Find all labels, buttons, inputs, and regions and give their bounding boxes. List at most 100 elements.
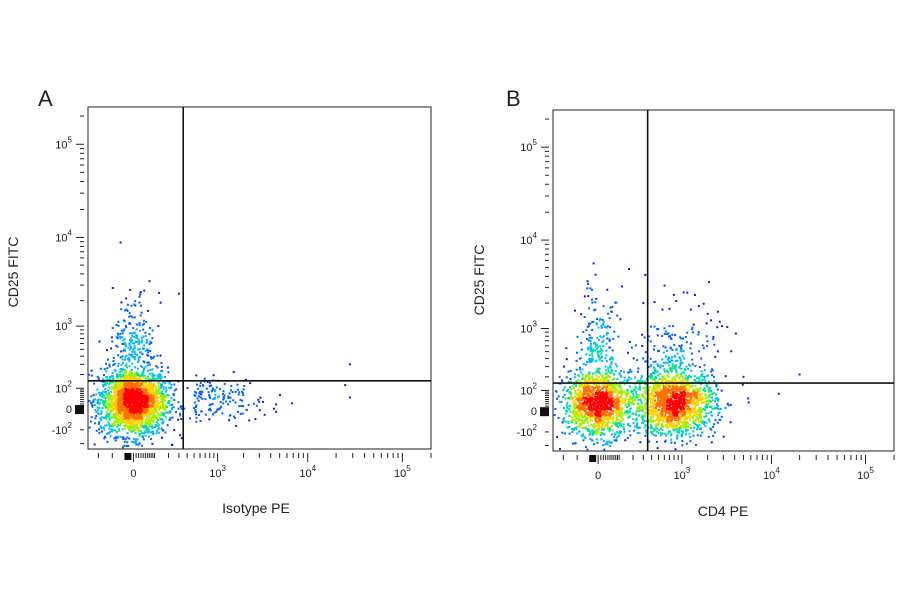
data-point xyxy=(127,398,130,401)
data-point xyxy=(716,402,719,405)
data-point xyxy=(212,387,214,390)
data-point xyxy=(585,390,588,393)
data-point xyxy=(566,409,569,412)
data-point xyxy=(585,353,588,356)
data-point xyxy=(574,407,577,409)
data-point xyxy=(703,421,706,424)
data-point xyxy=(95,429,98,432)
data-point xyxy=(106,396,109,399)
data-point xyxy=(237,393,240,396)
data-point xyxy=(689,385,692,388)
data-point xyxy=(617,384,620,387)
data-point xyxy=(620,430,623,433)
data-point xyxy=(618,396,621,399)
data-point xyxy=(561,431,564,434)
data-point xyxy=(208,385,211,388)
data-point xyxy=(567,388,570,391)
data-point xyxy=(133,331,136,334)
data-point xyxy=(612,398,615,401)
data-point xyxy=(158,423,161,426)
data-point xyxy=(100,418,103,421)
data-point xyxy=(592,379,595,382)
data-point xyxy=(148,333,151,336)
data-point xyxy=(156,389,159,392)
data-point xyxy=(657,420,660,423)
data-point xyxy=(123,358,126,361)
data-point xyxy=(594,308,597,311)
data-point xyxy=(669,380,672,383)
data-point xyxy=(279,393,281,396)
data-point xyxy=(151,409,154,412)
data-point xyxy=(624,439,627,442)
data-point xyxy=(584,413,587,415)
data-point xyxy=(143,391,146,393)
data-point xyxy=(671,325,674,328)
data-point xyxy=(614,301,617,304)
data-point xyxy=(567,397,570,400)
data-point xyxy=(92,394,95,397)
data-point xyxy=(686,291,689,294)
data-point xyxy=(95,410,98,413)
data-point xyxy=(146,416,149,419)
data-point xyxy=(120,381,123,384)
data-point xyxy=(600,352,603,355)
data-point xyxy=(105,424,108,427)
data-point xyxy=(89,420,92,423)
data-point xyxy=(151,405,154,408)
data-point xyxy=(629,425,632,428)
data-point xyxy=(578,424,581,427)
data-point xyxy=(635,392,638,395)
data-point xyxy=(594,301,597,304)
data-point xyxy=(124,414,127,417)
data-point xyxy=(607,387,610,390)
data-point xyxy=(579,385,582,388)
data-point xyxy=(687,387,690,390)
data-point xyxy=(122,329,125,332)
data-point xyxy=(608,429,611,432)
data-point xyxy=(724,375,727,378)
data-point xyxy=(571,398,573,401)
data-point xyxy=(658,349,661,352)
data-point xyxy=(101,395,104,398)
data-point xyxy=(616,394,619,397)
data-point xyxy=(685,442,688,445)
data-point xyxy=(582,439,585,442)
data-point xyxy=(142,404,145,407)
data-point xyxy=(684,383,687,386)
data-point xyxy=(590,359,593,362)
data-point xyxy=(716,350,719,353)
data-point xyxy=(132,382,135,385)
data-point xyxy=(129,345,132,348)
data-point xyxy=(146,392,149,395)
data-point xyxy=(137,361,140,364)
data-point xyxy=(148,280,151,283)
data-point xyxy=(92,400,95,403)
data-point xyxy=(638,385,641,388)
data-point xyxy=(675,349,678,352)
data-point xyxy=(115,385,118,388)
data-point xyxy=(629,401,632,403)
data-point xyxy=(152,384,155,387)
data-point xyxy=(620,400,623,403)
data-point xyxy=(573,399,576,402)
data-point xyxy=(127,413,130,416)
data-point xyxy=(713,343,716,346)
data-point xyxy=(105,390,107,393)
data-point xyxy=(717,414,719,417)
data-point xyxy=(97,377,100,380)
data-point xyxy=(125,308,128,311)
data-point xyxy=(105,401,108,404)
data-point xyxy=(591,377,594,380)
data-point xyxy=(130,337,133,340)
data-point xyxy=(126,303,129,306)
data-point xyxy=(679,427,682,430)
data-point xyxy=(632,392,635,395)
data-point xyxy=(236,383,239,386)
data-point xyxy=(120,301,123,304)
data-point xyxy=(117,362,120,365)
data-point xyxy=(591,352,594,355)
data-point xyxy=(134,405,137,408)
data-point xyxy=(112,395,115,398)
data-point xyxy=(700,380,702,383)
data-point xyxy=(651,432,653,435)
